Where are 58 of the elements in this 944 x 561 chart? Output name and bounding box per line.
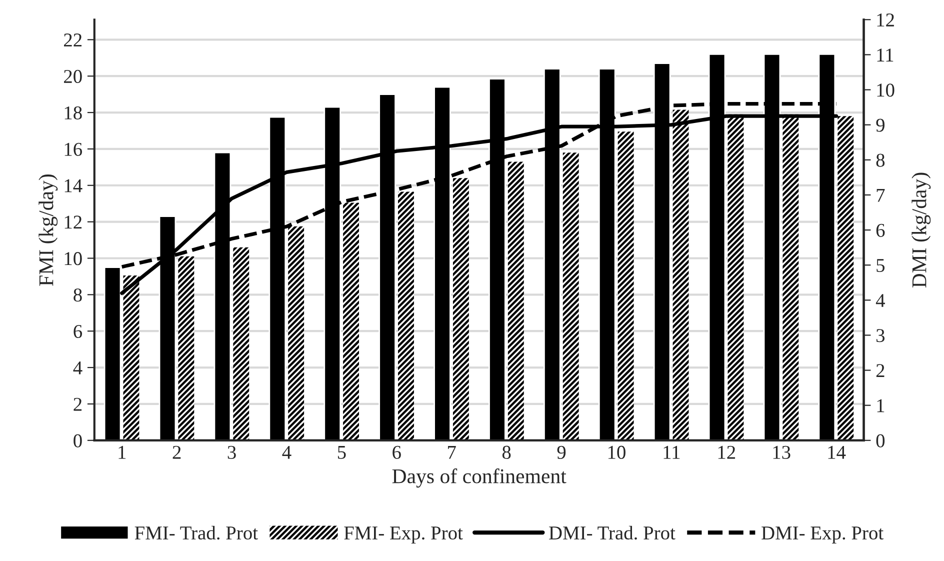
bar bbox=[123, 276, 140, 440]
x-tick-label: 11 bbox=[664, 446, 680, 459]
y-tick-label: 8 bbox=[74, 288, 82, 302]
x-tick-label: 14 bbox=[828, 446, 846, 459]
x-tick-label: 4 bbox=[282, 446, 292, 459]
y2-tick-label: 1 bbox=[877, 399, 884, 412]
y-axis-title: FMI (kg/day) bbox=[38, 174, 58, 286]
y2-tick-label: 9 bbox=[876, 118, 884, 132]
y-tick-label: 10 bbox=[64, 252, 82, 266]
y2-tick-label: 10 bbox=[877, 84, 894, 97]
bar bbox=[288, 226, 304, 440]
x-tick-label: 8 bbox=[502, 446, 511, 459]
bar bbox=[508, 162, 524, 440]
y-tick-label: 16 bbox=[64, 142, 82, 156]
y-tick-label: 22 bbox=[64, 34, 82, 46]
x-tick-label: 3 bbox=[228, 446, 236, 459]
bar bbox=[838, 116, 854, 440]
legend-label: DMI- Exp. Prot bbox=[762, 526, 884, 544]
x-tick-label: 1 bbox=[118, 446, 126, 459]
legend-label: DMI- Trad. Prot bbox=[549, 526, 676, 540]
y-tick-label: 2 bbox=[74, 398, 82, 411]
x-tick-label: 12 bbox=[718, 446, 736, 459]
y2-tick-label: 3 bbox=[876, 329, 885, 342]
x-tick-label: 13 bbox=[773, 446, 790, 459]
bar bbox=[562, 152, 579, 440]
y-tick-label: 4 bbox=[73, 361, 82, 374]
x-axis-title: Days of confinement bbox=[392, 468, 566, 488]
x-tick-label: 10 bbox=[608, 446, 626, 459]
bar bbox=[233, 247, 250, 440]
x-tick-label: 6 bbox=[392, 446, 401, 459]
bar bbox=[672, 110, 689, 440]
y2-tick-label: 2 bbox=[876, 364, 884, 378]
y-tick-label: 14 bbox=[64, 179, 82, 192]
x-tick-label: 7 bbox=[448, 446, 456, 459]
legend-label: FMI- Trad. Prot bbox=[134, 526, 258, 540]
y-tick-label: 20 bbox=[64, 70, 82, 84]
x-tick-label: 2 bbox=[172, 446, 181, 459]
y2-tick-label: 6 bbox=[876, 224, 885, 237]
y-tick-label: 12 bbox=[64, 216, 82, 229]
y2-tick-label: 12 bbox=[877, 14, 894, 26]
y-tick-label: 18 bbox=[64, 106, 82, 120]
y2-axis-title: DMI (kg/day) bbox=[912, 172, 931, 288]
y2-tick-label: 0 bbox=[876, 434, 885, 448]
y-tick-label: 0 bbox=[74, 434, 82, 448]
y2-tick-label: 11 bbox=[877, 48, 894, 62]
x-tick-label: 9 bbox=[557, 446, 566, 459]
y2-tick-label: 4 bbox=[876, 294, 885, 307]
legend-label: FMI- Exp. Prot bbox=[344, 526, 463, 544]
y2-tick-label: 8 bbox=[876, 154, 885, 167]
bar bbox=[343, 202, 360, 440]
bar bbox=[178, 256, 194, 440]
y-tick-label: 6 bbox=[74, 324, 82, 338]
y2-tick-label: 5 bbox=[876, 259, 885, 272]
bar bbox=[618, 132, 634, 440]
x-tick-label: 5 bbox=[338, 446, 346, 459]
y2-tick-label: 7 bbox=[876, 188, 885, 202]
bar bbox=[398, 192, 414, 440]
bar bbox=[452, 178, 469, 440]
